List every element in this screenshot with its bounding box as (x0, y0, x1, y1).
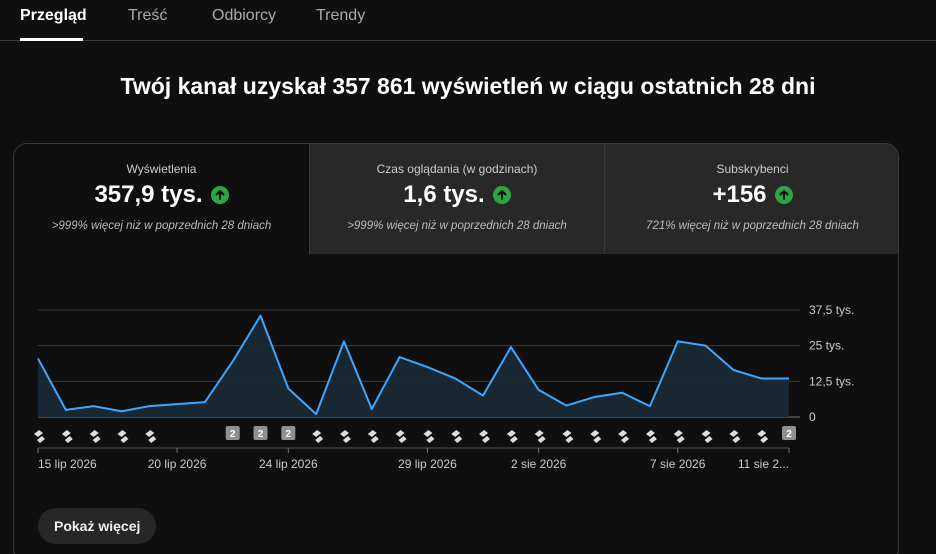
shorts-icon (34, 430, 45, 443)
tab-audience[interactable]: Odbiorcy (212, 7, 277, 24)
shorts-icon (423, 430, 435, 443)
x-tick-label: 11 sie 2... (738, 457, 789, 471)
shorts-icon (117, 430, 129, 443)
shorts-icon (562, 430, 574, 443)
video-count-badge (225, 426, 240, 440)
shorts-icon (479, 430, 491, 443)
metric-watch-time-value: 1,6 tys. (403, 181, 485, 208)
series-line (37, 314, 789, 416)
metric-views[interactable]: Wyświetlenia 357,9 tys. >999% więcej niż… (14, 144, 309, 254)
show-more-button[interactable]: Pokaż więcej (38, 508, 157, 544)
metric-watch-time-change: >999% więcej niż w poprzednich 28 dniach (347, 220, 567, 232)
tab-overview[interactable]: Przegląd (20, 7, 87, 24)
metric-subscribers[interactable]: Subskrybenci +156 721% więcej niż w popr… (604, 144, 898, 254)
arrow-up-icon (210, 186, 229, 204)
metric-subscribers-label: Subskrybenci (716, 162, 789, 176)
tab-content[interactable]: Treść (128, 7, 168, 24)
arrow-up-icon (774, 186, 793, 204)
video-count-badge (253, 426, 268, 440)
shorts-icon (534, 430, 546, 443)
x-tick-label: 20 lip 2026 (148, 457, 207, 471)
shorts-icon (89, 430, 101, 443)
page-headline: Twój kanał uzyskał 357 861 wyświetleń w … (120, 73, 816, 99)
metric-views-value: 357,9 tys. (94, 181, 203, 208)
shorts-icon (451, 430, 463, 443)
video-count-label: 2 (258, 429, 264, 440)
shorts-icon (312, 430, 324, 443)
shorts-icon (673, 430, 685, 443)
shorts-icon (729, 430, 741, 443)
views-chart: 0 12,5 tys. 25 tys. 37,5 tys. 2 2 2 2 15 lip 202… (34, 303, 854, 471)
y-tick-label: 37,5 tys. (809, 303, 854, 317)
x-tick-label: 7 sie 2026 (650, 457, 706, 471)
analytics-card: Wyświetlenia 357,9 tys. >999% więcej niż… (13, 143, 899, 554)
x-tick-label: 29 lip 2026 (398, 457, 457, 471)
metric-views-change: >999% więcej niż w poprzednich 28 dniach (51, 220, 272, 232)
shorts-icon (145, 430, 157, 443)
video-count-label: 2 (786, 429, 792, 440)
area-fill (38, 315, 789, 417)
metric-subscribers-value: +156 (712, 181, 767, 208)
video-count-label: 2 (230, 429, 236, 440)
video-count-label: 2 (286, 429, 292, 440)
shorts-icon (367, 430, 379, 443)
y-tick-label: 12,5 tys. (809, 374, 854, 388)
metric-subscribers-change: 721% więcej niż w poprzednich 28 dniach (646, 220, 859, 232)
shorts-icon (506, 430, 518, 443)
x-tick-label: 24 lip 2026 (259, 457, 318, 471)
arrow-up-icon (492, 186, 511, 204)
shorts-icon (757, 430, 769, 443)
metric-watch-time[interactable]: Czas oglądania (w godzinach) 1,6 tys. >9… (309, 144, 604, 254)
video-count-badge (281, 426, 296, 440)
y-tick-label: 0 (809, 410, 816, 424)
y-tick-label: 25 tys. (809, 339, 844, 353)
tab-bar: Przegląd Treść Odbiorcy Trendy (0, 0, 936, 41)
shorts-icon (395, 430, 407, 443)
metric-watch-time-label: Czas oglądania (w godzinach) (376, 162, 538, 176)
shorts-icon (339, 430, 351, 443)
x-tick-label: 2 sie 2026 (511, 457, 567, 471)
shorts-icon (701, 430, 713, 443)
x-tick-label: 15 lip 2026 (38, 457, 97, 471)
active-tab-indicator (20, 38, 83, 41)
video-count-badge (782, 426, 796, 440)
shorts-icon (618, 430, 630, 443)
tab-trends[interactable]: Trendy (316, 7, 366, 24)
metric-views-label: Wyświetlenia (126, 162, 197, 176)
shorts-icon (590, 430, 602, 443)
shorts-icon (61, 430, 73, 443)
shorts-icon (645, 430, 657, 443)
